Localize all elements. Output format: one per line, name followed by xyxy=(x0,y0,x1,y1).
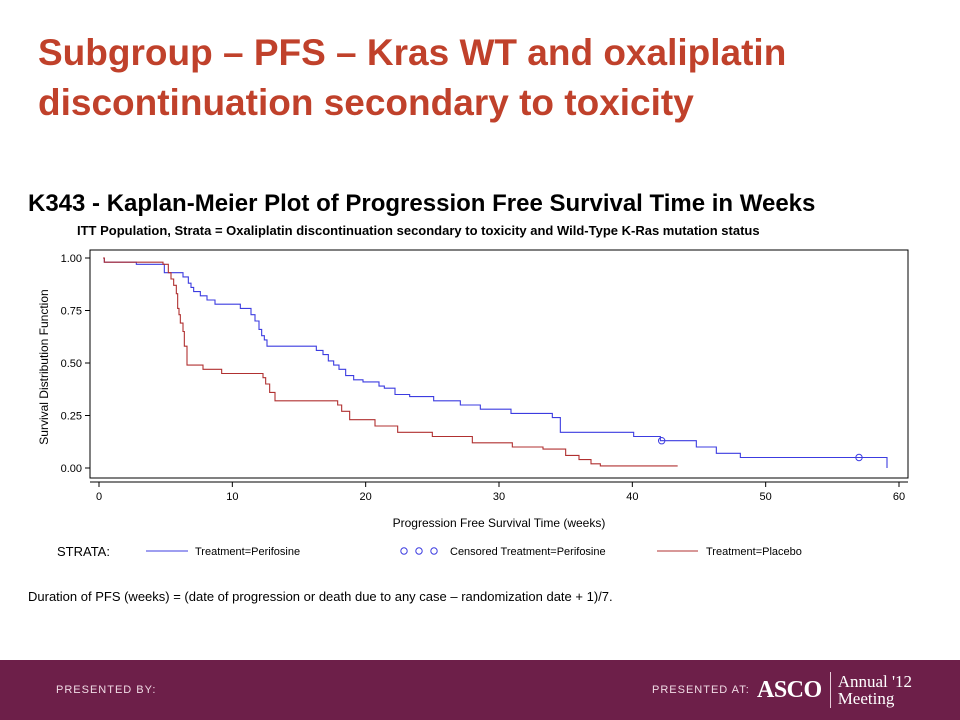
y-axis: 0.00 0.25 0.50 0.75 1.00 xyxy=(61,253,90,475)
presented-by-label: PRESENTED BY: xyxy=(56,684,157,696)
km-plot: 0.00 0.25 0.50 0.75 1.00 0 10 20 30 40 50 60 Progr… xyxy=(37,249,909,559)
footnote: Duration of PFS (weeks) = (date of progr… xyxy=(28,589,613,604)
y-tick-label: 0.50 xyxy=(61,358,82,370)
chart-title: K343 - Kaplan-Meier Plot of Progression … xyxy=(28,190,816,217)
plot-frame xyxy=(89,249,909,479)
y-axis-label: Survival Distribution Function xyxy=(37,289,51,444)
meeting-line-2: Meeting xyxy=(837,689,895,708)
censor-mark xyxy=(855,453,863,462)
meeting-line-1: Annual '12 xyxy=(837,672,913,691)
annual-meeting-mark: Annual '12 Meeting xyxy=(838,673,912,707)
presented-at-label: PRESENTED AT: xyxy=(652,684,750,696)
y-tick-label: 1.00 xyxy=(61,253,82,265)
logo-divider xyxy=(829,672,831,708)
x-tick-label: 60 xyxy=(893,491,905,503)
asco-logo: ASCO Annual '12 Meeting xyxy=(757,670,912,710)
x-tick-label: 20 xyxy=(360,491,372,503)
km-curve-treatment-placebo xyxy=(103,257,678,467)
y-tick-label: 0.00 xyxy=(61,463,82,475)
slide-title: Subgroup – PFS – Kras WT and oxaliplatin… xyxy=(38,32,787,123)
x-tick-label: 50 xyxy=(760,491,772,503)
x-tick-label: 0 xyxy=(96,491,102,503)
series-layer xyxy=(103,257,888,468)
km-curve-treatment-perifosine xyxy=(103,257,888,468)
legend-prefix: STRATA: xyxy=(57,544,110,559)
x-tick-label: 40 xyxy=(626,491,638,503)
y-tick-label: 0.25 xyxy=(61,411,82,423)
legend-label: Treatment=Placebo xyxy=(706,546,802,558)
chart-subtitle: ITT Population, Strata = Oxaliplatin dis… xyxy=(77,223,760,238)
y-tick-label: 0.75 xyxy=(61,306,82,318)
footer-bar: PRESENTED BY: PRESENTED AT: ASCO Annual … xyxy=(0,660,960,720)
asco-logo-text: ASCO xyxy=(757,676,822,703)
legend: STRATA: Treatment=Perifosine Censored Tre… xyxy=(57,544,802,559)
legend-swatch-circle xyxy=(400,547,408,555)
x-axis-label: Progression Free Survival Time (weeks) xyxy=(393,516,606,530)
legend-swatch-circle xyxy=(415,547,423,555)
legend-label: Treatment=Perifosine xyxy=(195,546,300,558)
censor-mark xyxy=(657,437,666,445)
x-axis: 0 10 20 30 40 50 60 xyxy=(90,481,908,503)
x-tick-label: 30 xyxy=(493,491,505,503)
legend-swatch-circle xyxy=(430,547,438,555)
x-tick-label: 10 xyxy=(226,491,238,503)
legend-label: Censored Treatment=Perifosine xyxy=(450,546,606,558)
